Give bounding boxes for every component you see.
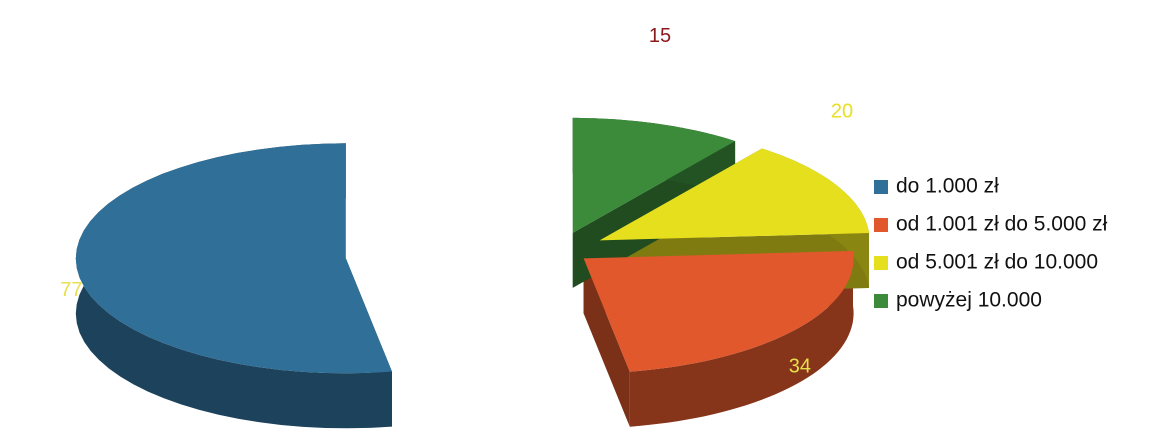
slice — [583, 250, 854, 372]
pie — [75, 117, 869, 429]
legend-label: od 1.001 zł do 5.000 zł — [896, 213, 1108, 236]
legend-label: do 1.000 zł — [896, 175, 999, 198]
legend-swatch — [874, 180, 888, 194]
data-label: 15 — [649, 25, 671, 47]
legend-swatch — [874, 218, 888, 232]
legend-swatch — [874, 294, 888, 308]
legend-label: od 5.001 zł do 10.000 — [896, 251, 1098, 274]
slice — [75, 143, 393, 374]
slice-side — [629, 250, 854, 427]
slice — [599, 148, 869, 241]
data-label: 34 — [789, 356, 811, 378]
legend-swatch — [874, 256, 888, 270]
data-label: 77 — [60, 279, 82, 301]
data-label: 20 — [831, 100, 853, 122]
slice — [572, 117, 736, 233]
legend-label: powyżej 10.000 — [896, 289, 1042, 312]
